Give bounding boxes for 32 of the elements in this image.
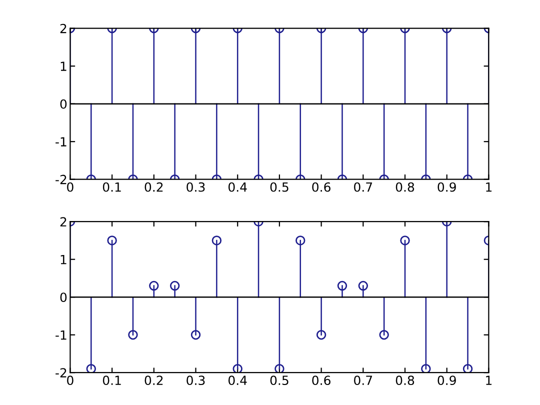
x-tick-label: 0.8 [396,182,414,192]
y-tick-label: -2 [56,368,66,378]
y-tick-label: -1 [56,137,66,146]
x-tick-label: 0.5 [270,182,288,192]
x-tick-label: 0.8 [396,376,414,386]
x-tick-label: 0.3 [186,182,205,192]
y-tick-label: 0 [60,99,67,109]
x-tick-label: 0.4 [228,376,247,386]
y-tick-label: 1 [60,254,66,264]
y-tick-label: 2 [60,217,66,226]
y-tick-label: -1 [56,330,66,340]
x-tick-label: 1 [486,182,492,192]
x-tick-label: 0.1 [102,376,121,386]
x-tick-label: 0.4 [228,182,247,192]
y-tick-label: 0 [60,292,67,302]
y-tick-label: -2 [56,174,66,184]
x-tick-label: 0.7 [354,376,372,386]
x-tick-label: 0 [67,182,74,192]
x-tick-label: 0.1 [102,182,121,192]
x-tick-label: 0.3 [186,376,205,386]
x-tick-label: 0.5 [270,376,288,386]
x-tick-label: 0.9 [438,182,456,192]
x-tick-label: 0.6 [312,376,330,386]
x-tick-label: 0 [67,376,74,386]
x-tick-label: 0.9 [438,376,456,386]
x-tick-label: 0.7 [354,182,372,192]
x-tick-label: 1 [486,376,492,385]
x-tick-label: 0.6 [312,182,330,192]
x-tick-label: 0.2 [144,182,163,192]
y-tick-label: 1 [60,62,66,71]
x-tick-label: 0.2 [144,376,163,386]
y-tick-label: 2 [60,24,66,34]
